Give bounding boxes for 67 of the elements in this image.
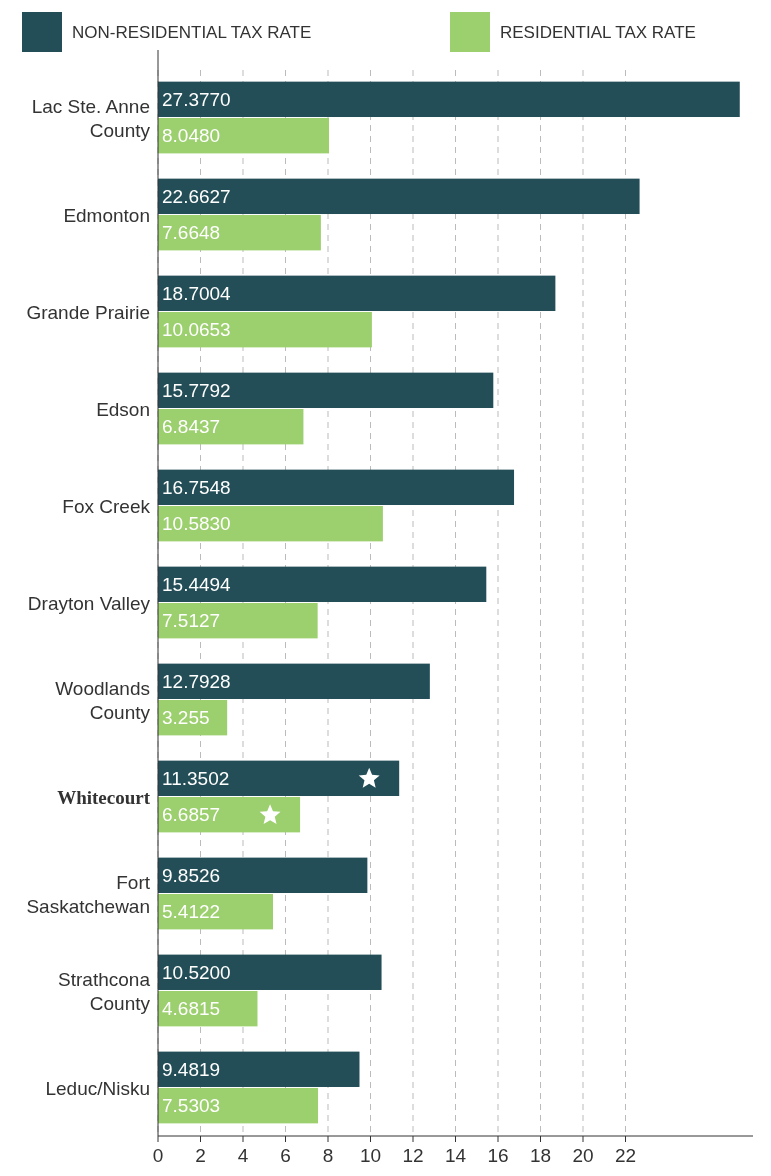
bar bbox=[158, 275, 556, 312]
bar bbox=[158, 469, 515, 505]
bar bbox=[158, 797, 301, 833]
y-tick-label: Fox Creek bbox=[62, 496, 151, 517]
y-tick-label: Whitecourt bbox=[57, 786, 151, 808]
x-tick-label: 10 bbox=[359, 1145, 382, 1166]
data-label: 3.255 bbox=[162, 707, 210, 729]
y-tick-label: Edson bbox=[96, 399, 150, 421]
data-label: 5.4122 bbox=[162, 901, 221, 923]
bar bbox=[158, 566, 487, 602]
data-label: 15.7792 bbox=[162, 379, 231, 401]
y-tick-label: Fort Saskatchewan bbox=[26, 871, 151, 917]
data-label: 12.7928 bbox=[162, 670, 231, 692]
bar bbox=[158, 372, 494, 409]
x-tick-label: 14 bbox=[444, 1145, 467, 1166]
data-label: 7.5127 bbox=[162, 610, 221, 632]
bar bbox=[158, 1051, 360, 1087]
bar bbox=[158, 893, 274, 930]
bar bbox=[158, 603, 318, 639]
data-label: 10.5200 bbox=[162, 961, 231, 983]
y-tick-label: Grande Prairie bbox=[26, 302, 150, 324]
x-tick-label: 12 bbox=[402, 1145, 424, 1166]
x-tick-label: 0 bbox=[152, 1145, 164, 1166]
x-tick-label: 20 bbox=[572, 1145, 594, 1166]
y-tick-label: Leduc/Nisku bbox=[45, 1077, 150, 1099]
data-label: 11.3502 bbox=[162, 767, 230, 789]
y-tick-label: Woodlands County bbox=[55, 678, 151, 723]
data-label: 10.0653 bbox=[162, 319, 231, 341]
data-label: 16.7548 bbox=[162, 476, 231, 498]
x-tick-label: 8 bbox=[322, 1145, 334, 1166]
legend-label: RESIDENTIAL TAX RATE bbox=[500, 23, 696, 42]
bar bbox=[158, 1087, 319, 1124]
x-tick-label: 16 bbox=[487, 1145, 509, 1166]
data-label: 15.4494 bbox=[162, 573, 232, 595]
data-label: 7.5303 bbox=[162, 1095, 221, 1117]
y-tick-label: Lac Ste. Anne County bbox=[31, 96, 151, 142]
x-tick-label: 6 bbox=[280, 1145, 291, 1166]
bar bbox=[158, 663, 430, 699]
data-label: 9.4819 bbox=[162, 1058, 221, 1080]
data-label: 10.5830 bbox=[162, 513, 231, 535]
y-tick-label: Strathcona County bbox=[58, 968, 151, 1014]
x-tick-label: 4 bbox=[237, 1145, 249, 1166]
data-label: 8.0480 bbox=[162, 125, 221, 147]
bar bbox=[158, 118, 330, 154]
data-label: 9.8526 bbox=[162, 864, 221, 886]
bar bbox=[158, 178, 640, 215]
legend-label: NON-RESIDENTIAL TAX RATE bbox=[72, 23, 312, 42]
bar bbox=[158, 954, 382, 990]
y-tick-label: Edmonton bbox=[63, 205, 150, 227]
bar bbox=[158, 760, 400, 796]
data-label: 6.6857 bbox=[162, 804, 221, 826]
x-tick-label: 22 bbox=[614, 1145, 637, 1166]
data-label: 6.8437 bbox=[162, 416, 221, 438]
data-label: 22.6627 bbox=[162, 185, 231, 207]
x-tick-label: 18 bbox=[529, 1145, 552, 1166]
data-label: 27.3770 bbox=[162, 88, 231, 110]
bar bbox=[158, 215, 321, 251]
y-tick-label: Drayton Valley bbox=[27, 593, 151, 614]
bar bbox=[158, 312, 372, 348]
data-label: 18.7004 bbox=[162, 282, 232, 304]
bar bbox=[158, 857, 368, 893]
bar bbox=[158, 506, 383, 542]
data-label: 4.6815 bbox=[162, 998, 221, 1020]
data-label: 7.6648 bbox=[162, 222, 221, 244]
bar bbox=[158, 81, 740, 118]
bar bbox=[158, 409, 304, 445]
x-tick-label: 2 bbox=[195, 1145, 206, 1166]
